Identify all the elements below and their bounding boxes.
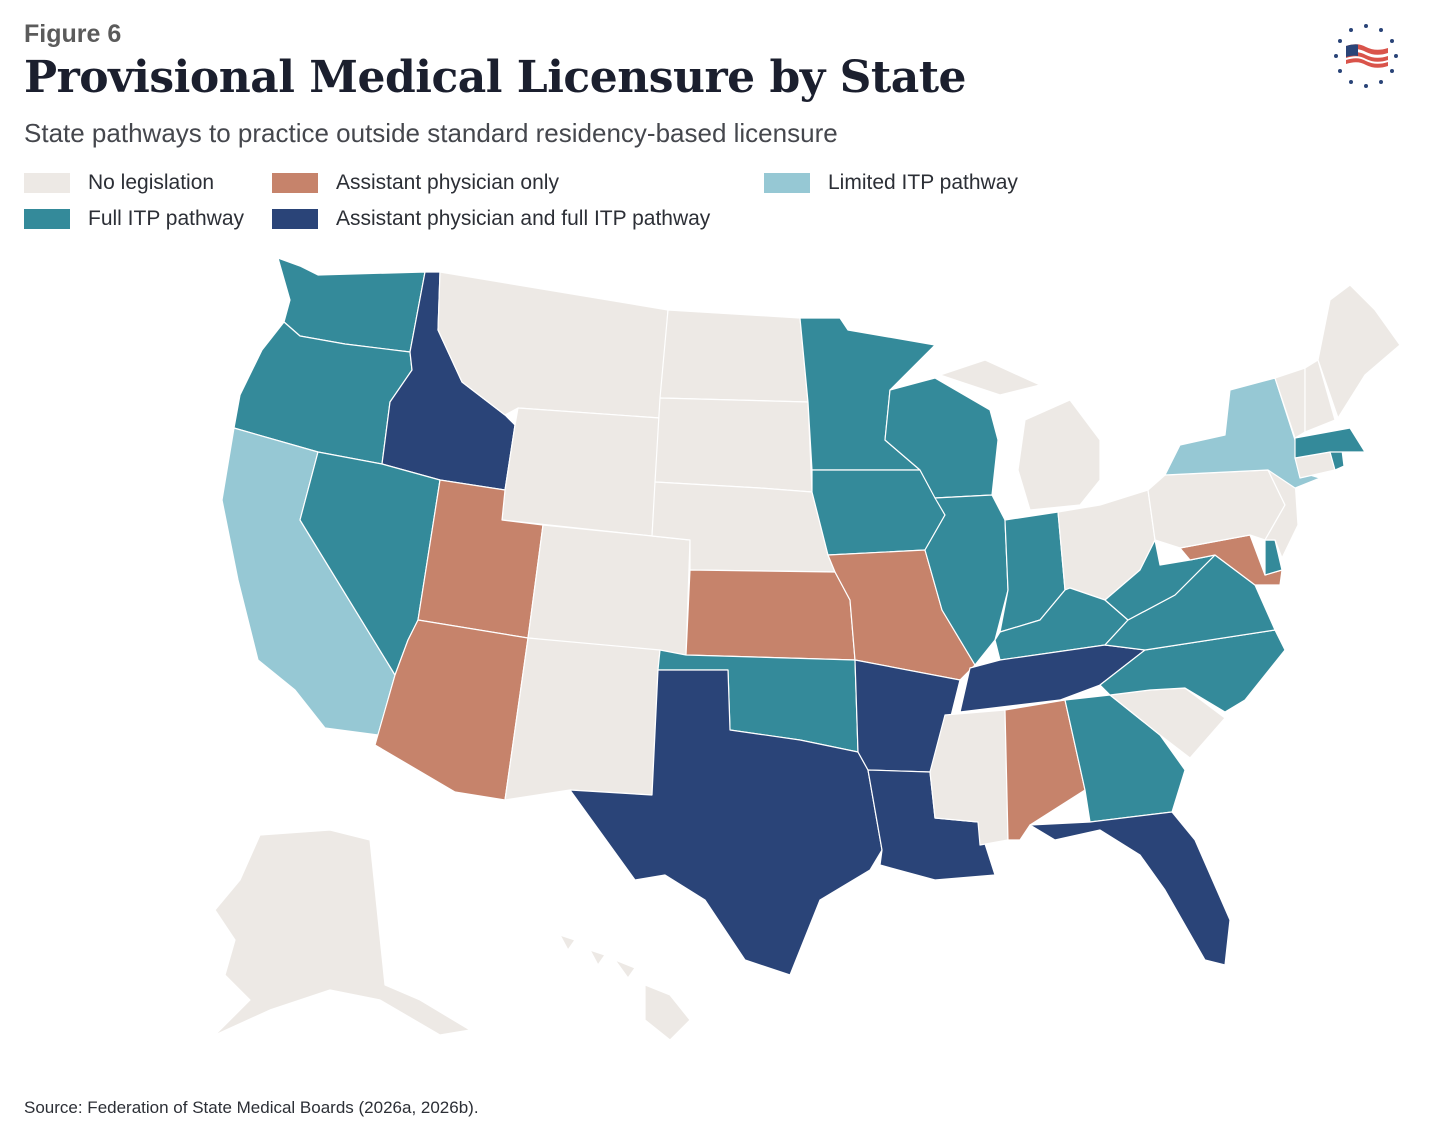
state-nd[interactable] — [659, 309, 809, 403]
state-ks[interactable] — [685, 569, 856, 661]
state-nh[interactable] — [1304, 359, 1336, 433]
state-ak[interactable] — [214, 829, 471, 1036]
state-sd[interactable] — [654, 397, 813, 493]
legend-swatch — [24, 173, 70, 193]
state-fl[interactable] — [1029, 811, 1231, 966]
state-co[interactable] — [527, 524, 691, 656]
flag-seal-icon — [1334, 24, 1398, 88]
legend-swatch — [764, 173, 810, 193]
state-mi[interactable] — [939, 359, 1101, 511]
state-md[interactable] — [1179, 534, 1283, 586]
legend: No legislation Assistant physician only … — [24, 168, 1124, 238]
legend-swatch — [24, 209, 70, 229]
legend-swatch — [272, 209, 318, 229]
page-title: Provisional Medical Licensure by State — [24, 52, 967, 103]
source-note: Source: Federation of State Medical Boar… — [24, 1098, 479, 1117]
state-ma[interactable] — [1294, 427, 1366, 459]
legend-item-full-itp: Full ITP pathway — [24, 204, 244, 234]
legend-item-assistant-and-full-itp: Assistant physician and full ITP pathway — [272, 204, 710, 234]
legend-item-no-legislation: No legislation — [24, 168, 214, 198]
state-ia[interactable] — [811, 469, 946, 556]
state-pa[interactable] — [1147, 469, 1286, 549]
state-hi[interactable] — [559, 934, 691, 1041]
state-me[interactable] — [1317, 284, 1401, 419]
state-tx[interactable] — [569, 669, 883, 976]
legend-swatch — [272, 173, 318, 193]
state-il[interactable] — [924, 494, 1009, 666]
legend-item-assistant-physician: Assistant physician only — [272, 168, 559, 198]
figure-label: Figure 6 — [24, 20, 122, 48]
legend-label: Limited ITP pathway — [828, 171, 1018, 194]
legend-label: Assistant physician only — [336, 171, 559, 194]
legend-label: Full ITP pathway — [88, 207, 245, 230]
legend-label: No legislation — [88, 171, 215, 194]
legend-label: Assistant physician and full ITP pathway — [336, 207, 711, 230]
subtitle: State pathways to practice outside stand… — [24, 118, 838, 148]
state-nm[interactable] — [504, 637, 661, 801]
legend-item-limited-itp: Limited ITP pathway — [764, 168, 1018, 198]
state-wy[interactable] — [501, 407, 661, 537]
